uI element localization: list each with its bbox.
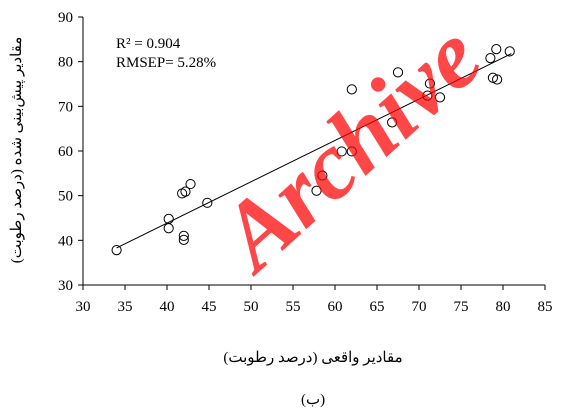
data-point xyxy=(178,230,189,241)
x-tick-label: 30 xyxy=(76,299,91,315)
x-tick-label: 60 xyxy=(328,299,343,315)
watermark: Archive xyxy=(196,3,501,293)
x-tick-label: 50 xyxy=(244,299,259,315)
data-point xyxy=(422,90,433,101)
data-point xyxy=(492,74,503,85)
y-tick-label: 50 xyxy=(58,189,73,205)
x-axis-title: مقادیر واقعی (درصد رطوبت) xyxy=(223,350,402,366)
data-point xyxy=(346,84,357,95)
x-tick-label: 70 xyxy=(412,299,427,315)
data-point xyxy=(491,44,502,55)
x-tick-label: 65 xyxy=(370,299,385,315)
y-axis-ticks: 30 40 50 60 70 80 90 xyxy=(58,10,83,294)
data-point xyxy=(180,186,191,197)
data-point xyxy=(111,245,122,256)
data-point xyxy=(163,223,174,234)
y-tick-label: 90 xyxy=(58,10,73,26)
x-tick-label: 55 xyxy=(286,299,301,315)
x-tick-label: 80 xyxy=(496,299,511,315)
y-tick-label: 80 xyxy=(58,55,73,71)
data-point xyxy=(424,78,436,89)
trendline xyxy=(116,53,512,249)
data-point xyxy=(387,117,398,128)
x-tick-label: 35 xyxy=(118,299,133,315)
x-tick-label: 45 xyxy=(202,299,217,315)
y-axis-title: مقادیر پیش‌بینی شده (درصد رطوبت) xyxy=(9,37,25,264)
y-tick-label: 60 xyxy=(58,144,73,160)
x-axis-ticks: 30 35 40 45 50 55 60 65 70 75 80 85 xyxy=(76,285,553,315)
data-point xyxy=(178,234,189,245)
trendline-group xyxy=(116,53,512,249)
data-points xyxy=(111,44,515,256)
y-tick-label: 30 xyxy=(58,278,73,294)
data-point xyxy=(346,146,357,157)
x-tick-label: 75 xyxy=(454,299,469,315)
data-point xyxy=(185,178,196,190)
data-point xyxy=(336,146,347,157)
data-point xyxy=(202,197,213,208)
figure-caption: (ب) xyxy=(301,392,325,408)
y-tick-label: 40 xyxy=(58,233,73,249)
data-point xyxy=(311,185,322,196)
x-tick-label: 85 xyxy=(538,299,553,315)
data-point xyxy=(434,92,446,103)
x-tick-label: 40 xyxy=(160,299,175,315)
data-point xyxy=(392,67,404,78)
data-point xyxy=(317,170,328,181)
y-tick-label: 70 xyxy=(58,99,73,115)
rmsep-annotation: RMSEP= 5.28% xyxy=(116,55,216,71)
data-point xyxy=(485,52,496,64)
data-point xyxy=(504,46,515,57)
r-squared-annotation: R² = 0.904 xyxy=(116,36,181,52)
